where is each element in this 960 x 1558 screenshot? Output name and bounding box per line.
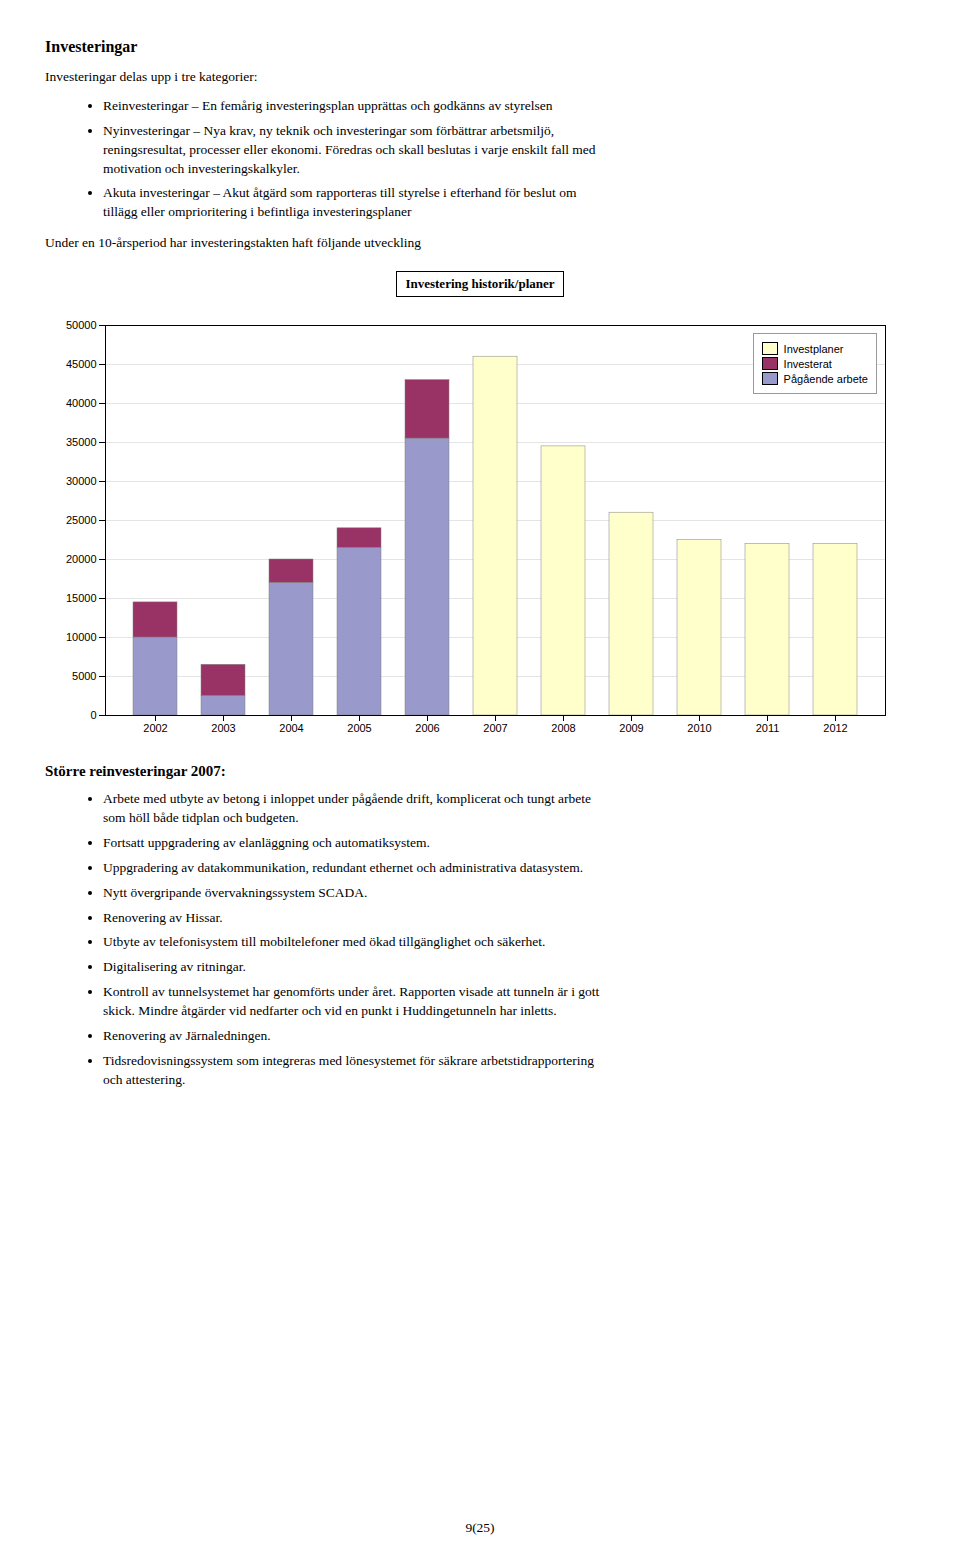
html-text:Nytt övergripande övervaknings: Nytt övergripande övervakningssystem SCA… [103, 884, 368, 900]
html-text:skick. Mindre åtgärder vid ned: skick. Mindre åtgärder vid nedfarter och… [103, 1003, 557, 1019]
html-text:Investeringar: Investeringar [45, 38, 138, 55]
svg-text:25000: 25000 [66, 514, 97, 526]
html-text:och attestering.: och attestering. [103, 1071, 186, 1087]
html-text:Utbyte av telefonisystem till: Utbyte av telefonisystem till mobiltelef… [103, 934, 546, 950]
svg-text:20000: 20000 [66, 553, 97, 565]
html-text:Uppgradering av datakommunikat: Uppgradering av datakommunikation, redun… [103, 859, 584, 875]
svg-text:2006: 2006 [415, 722, 439, 734]
svg-text:0: 0 [90, 709, 96, 721]
html-text:Digitalisering av ritningar.: Digitalisering av ritningar. [103, 959, 246, 975]
html-text:reningsresultat, processer ell: reningsresultat, processer eller ekonomi… [103, 141, 596, 157]
svg-text:2009: 2009 [619, 722, 643, 734]
html-text:Reinvesteringar – En femårig i: Reinvesteringar – En femårig investering… [103, 97, 553, 113]
html-text:motivation och investeringskal: motivation och investeringskalkyler. [103, 160, 300, 176]
svg-text:10000: 10000 [66, 631, 97, 643]
svg-text:2011: 2011 [756, 722, 780, 734]
svg-text:35000: 35000 [66, 436, 97, 448]
svg-text:2010: 2010 [687, 722, 711, 734]
html-text:Investeringar delas upp i tre: Investeringar delas upp i tre kategorier… [45, 69, 258, 84]
html-text:Akuta investeringar – Akut åtg: Akuta investeringar – Akut åtgärd som ra… [103, 185, 577, 201]
html-text:Investerat: Investerat [783, 357, 832, 370]
svg-text:2003: 2003 [211, 722, 235, 734]
svg-text:45000: 45000 [66, 358, 97, 370]
html-text:Renovering av Järnaledningen.: Renovering av Järnaledningen. [103, 1028, 271, 1043]
html-text:tillägg eller omprioritering i: tillägg eller omprioritering i befintlig… [103, 204, 412, 220]
svg-text:2005: 2005 [347, 722, 371, 734]
svg-text:30000: 30000 [66, 475, 97, 487]
html-text:som höll både tidplan och budg: som höll både tidplan och budgeten. [103, 810, 299, 825]
html-text:Kontroll av tunnelsystemet har: Kontroll av tunnelsystemet har genomfört… [103, 984, 600, 1000]
svg-text:2002: 2002 [143, 722, 167, 734]
html-text:9(25): 9(25) [465, 1520, 495, 1535]
svg-text:40000: 40000 [66, 397, 97, 409]
svg-text:5000: 5000 [72, 670, 96, 682]
html-text:Tidsredovisningssystem som int: Tidsredovisningssystem som integreras me… [103, 1052, 594, 1068]
html-text:Renovering av Hissar.: Renovering av Hissar. [103, 909, 223, 925]
svg-text:2012: 2012 [823, 722, 847, 734]
svg-text:2004: 2004 [279, 722, 303, 734]
html-text:Investplaner: Investplaner [783, 342, 844, 355]
html-text:Under en 10-årsperiod har inve: Under en 10-årsperiod har investeringsta… [45, 235, 421, 251]
html-text:Pågående arbete: Pågående arbete [783, 372, 868, 385]
svg-text:2007: 2007 [483, 722, 507, 734]
svg-text:50000: 50000 [66, 319, 97, 331]
html-text:Fortsatt uppgradering av elanl: Fortsatt uppgradering av elanläggning oc… [103, 834, 430, 850]
svg-text:2008: 2008 [551, 722, 575, 734]
html-text:Arbete med utbyte av betong i: Arbete med utbyte av betong i inloppet u… [103, 791, 592, 807]
svg-text:15000: 15000 [66, 592, 97, 604]
html-text:Större reinvesteringar 2007:: Större reinvesteringar 2007: [45, 763, 226, 780]
html-text:Investering historik/planer: Investering historik/planer [405, 276, 555, 292]
html-text:Nyinvesteringar – Nya krav, ny: Nyinvesteringar – Nya krav, ny teknik oc… [103, 122, 555, 138]
